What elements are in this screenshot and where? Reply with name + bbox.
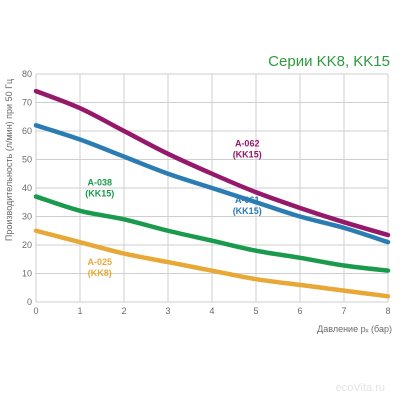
series-line-a-062 bbox=[33, 88, 391, 238]
series-label-model: (KK8) bbox=[88, 268, 112, 278]
y-tick-label: 0 bbox=[27, 297, 32, 307]
x-tick-label: 5 bbox=[253, 306, 258, 316]
chart-title: Серии KK8, KK15 bbox=[268, 53, 390, 70]
series-label-name: A-038 bbox=[88, 178, 113, 188]
series-label-name: A-062 bbox=[235, 139, 260, 149]
series-lines bbox=[33, 88, 391, 299]
y-tick-label: 60 bbox=[22, 126, 32, 136]
watermark: ecoVita.ru bbox=[336, 382, 385, 394]
y-tick-label: 40 bbox=[22, 183, 32, 193]
x-axis-title: Давление pₓ (бар) bbox=[317, 324, 392, 334]
series-line-a-061 bbox=[33, 123, 391, 245]
x-tick-label: 8 bbox=[385, 306, 390, 316]
series-label-name: A-061 bbox=[235, 195, 260, 205]
series-label-name: A-025 bbox=[88, 257, 113, 267]
y-tick-label: 20 bbox=[22, 240, 32, 250]
series-line-a-025 bbox=[33, 228, 391, 299]
series-label-model: (KK15) bbox=[233, 150, 262, 160]
y-tick-label: 80 bbox=[22, 69, 32, 79]
series-label-model: (KK15) bbox=[233, 206, 262, 216]
series-labels: A-062(KK15)A-061(KK15)A-038(KK15)A-025(K… bbox=[85, 139, 261, 278]
y-axis-ticks: 0 10 20 30 40 50 60 70 80 bbox=[22, 69, 32, 307]
x-tick-label: 0 bbox=[33, 306, 38, 316]
y-tick-label: 70 bbox=[22, 98, 32, 108]
y-tick-label: 30 bbox=[22, 212, 32, 222]
y-axis-title: Производительность (л/мин) при 50 Гц bbox=[4, 79, 14, 241]
x-tick-label: 3 bbox=[165, 306, 170, 316]
y-tick-label: 10 bbox=[22, 269, 32, 279]
x-tick-label: 2 bbox=[121, 306, 126, 316]
x-tick-label: 6 bbox=[297, 306, 302, 316]
x-tick-label: 1 bbox=[77, 306, 82, 316]
x-tick-label: 4 bbox=[209, 306, 214, 316]
x-tick-label: 7 bbox=[341, 306, 346, 316]
series-label-model: (KK15) bbox=[85, 189, 114, 199]
y-tick-label: 50 bbox=[22, 155, 32, 165]
series-line-a-038 bbox=[33, 194, 391, 273]
x-axis-ticks: 0 1 2 3 4 5 6 7 8 bbox=[33, 306, 390, 316]
